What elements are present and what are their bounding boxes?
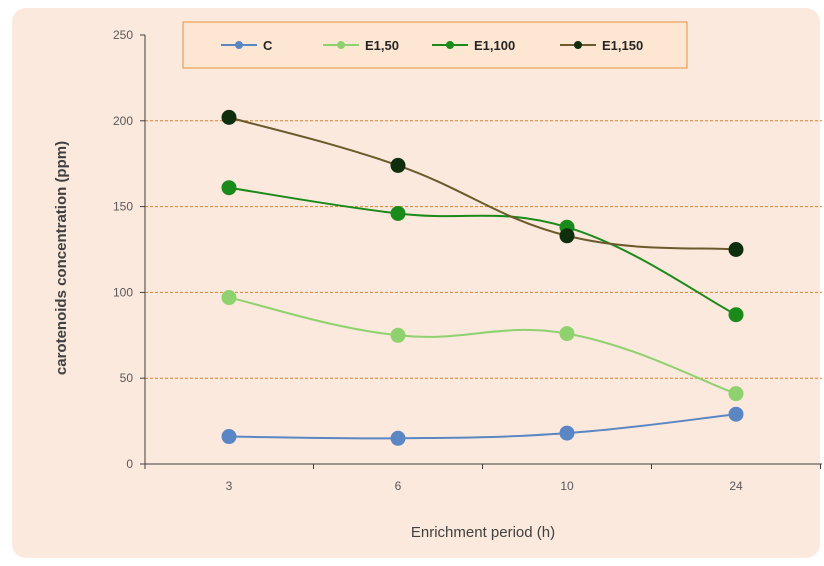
data-point-2-3	[222, 290, 237, 305]
data-point-4-3	[222, 110, 237, 125]
legend-swatch-marker-3	[446, 41, 454, 49]
x-axis-title: Enrichment period (h)	[411, 524, 555, 541]
data-point-2-24	[729, 386, 744, 401]
legend-swatch-marker-2	[337, 41, 345, 49]
x-tick-label-3: 3	[226, 479, 233, 493]
data-point-4-10	[560, 228, 575, 243]
legend-label-3: E1,100	[474, 38, 515, 53]
series-line-4	[229, 117, 736, 249]
y-tick-labels: 0 50 100 150 200 250	[113, 28, 133, 471]
legend-label-2: E1,50	[365, 38, 399, 53]
data-point-3-24	[729, 307, 744, 322]
data-point-2-6	[391, 328, 406, 343]
data-point-1-3	[222, 429, 237, 444]
y-tick-label-100: 100	[113, 285, 133, 299]
x-tick-labels: 3 6 10 24	[226, 479, 743, 493]
y-tick-label-50: 50	[120, 371, 134, 385]
legend-label-4: E1,150	[602, 38, 643, 53]
data-point-2-10	[560, 326, 575, 341]
data-point-1-24	[729, 407, 744, 422]
y-axis-title: carotenoids concentration (ppm)	[53, 141, 70, 375]
y-tick-label-200: 200	[113, 114, 133, 128]
series-lines	[222, 110, 744, 446]
legend: C E1,50 E1,100 E1,150	[183, 22, 687, 68]
x-tick-label-6: 6	[395, 479, 402, 493]
data-point-4-6	[391, 158, 406, 173]
series-line-1	[229, 414, 736, 438]
data-point-1-6	[391, 431, 406, 446]
x-tick-label-24: 24	[729, 479, 743, 493]
legend-label-1: C	[263, 38, 273, 53]
series-3	[222, 180, 744, 322]
y-tick-label-150: 150	[113, 200, 133, 214]
data-point-3-6	[391, 206, 406, 221]
legend-swatch-marker-4	[574, 41, 582, 49]
data-point-4-24	[729, 242, 744, 257]
data-point-1-10	[560, 426, 575, 441]
y-tick-label-250: 250	[113, 28, 133, 42]
axes	[140, 35, 822, 469]
legend-swatch-marker-1	[235, 41, 243, 49]
series-2	[222, 290, 744, 401]
x-tick-label-10: 10	[560, 479, 574, 493]
series-1	[222, 407, 744, 446]
y-tick-label-0: 0	[126, 457, 133, 471]
series-4	[222, 110, 744, 257]
series-line-2	[229, 298, 736, 394]
data-point-3-3	[222, 180, 237, 195]
